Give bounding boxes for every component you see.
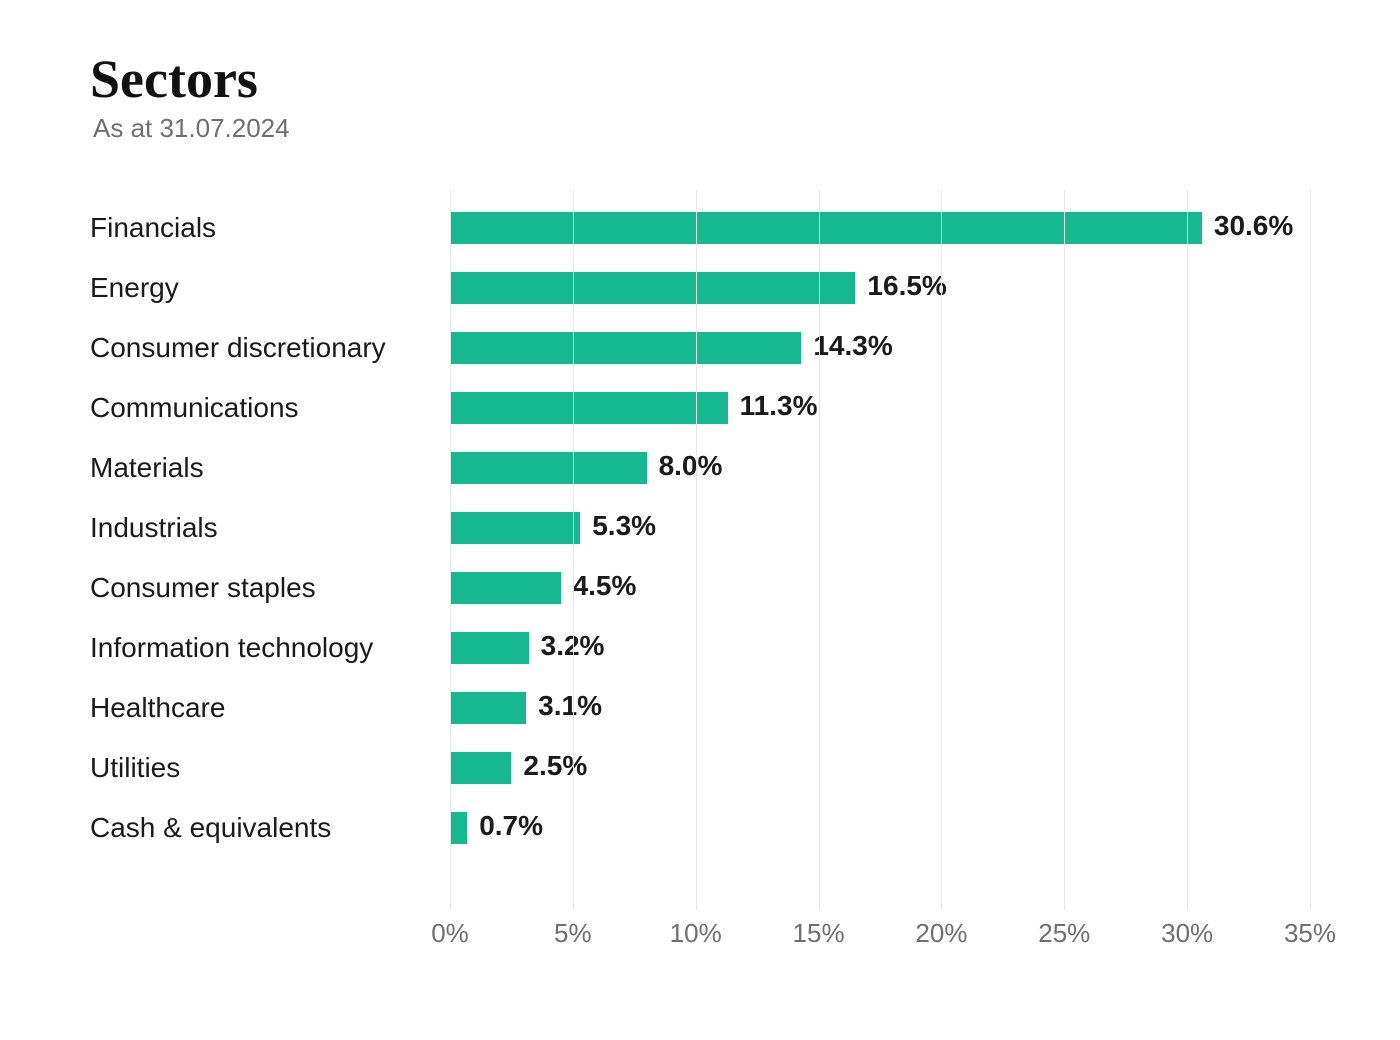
bar bbox=[450, 332, 801, 364]
bar bbox=[450, 512, 580, 544]
bar bbox=[450, 272, 855, 304]
bar-value-label: 4.5% bbox=[573, 570, 637, 602]
plot-column: 30.6% 16.5% 14.3% 11.3% 8.0%5.3% 4.5% 3.2% 3.1%… bbox=[450, 190, 1310, 968]
gridline bbox=[696, 190, 697, 910]
bar-row: 3.1% bbox=[450, 678, 1310, 738]
bar-row: 5.3% bbox=[450, 498, 1310, 558]
x-tick-label: 20% bbox=[915, 918, 967, 949]
gridline bbox=[1064, 190, 1065, 910]
category-label: Materials bbox=[90, 438, 450, 498]
sectors-bar-chart: FinancialsEnergyConsumer discretionaryCo… bbox=[90, 190, 1310, 968]
bar-value-label: 11.3% bbox=[740, 390, 818, 422]
gridline bbox=[1310, 190, 1311, 910]
bar-value-label: 8.0% bbox=[659, 450, 723, 482]
gridline bbox=[1187, 190, 1188, 910]
bar bbox=[450, 452, 647, 484]
bar-value-label: 5.3% bbox=[592, 510, 656, 542]
x-axis: 0%5%10%15%20%25%30%35% bbox=[450, 918, 1310, 968]
category-label: Energy bbox=[90, 258, 450, 318]
plot-area: 30.6% 16.5% 14.3% 11.3% 8.0%5.3% 4.5% 3.2% 3.1%… bbox=[450, 190, 1310, 910]
bar-value-label: 2.5% bbox=[523, 750, 587, 782]
bar-row: 16.5% bbox=[450, 258, 1310, 318]
category-labels-column: FinancialsEnergyConsumer discretionaryCo… bbox=[90, 190, 450, 968]
x-tick-label: 10% bbox=[670, 918, 722, 949]
category-label: Healthcare bbox=[90, 678, 450, 738]
gridline bbox=[941, 190, 942, 910]
bar-value-label: 16.5% bbox=[867, 270, 946, 302]
category-label: Consumer discretionary bbox=[90, 318, 450, 378]
x-tick-label: 15% bbox=[793, 918, 845, 949]
bar-row: 0.7% bbox=[450, 798, 1310, 858]
x-tick-label: 0% bbox=[431, 918, 469, 949]
bar bbox=[450, 812, 467, 844]
category-label: Communications bbox=[90, 378, 450, 438]
bar-row: 4.5% bbox=[450, 558, 1310, 618]
bar bbox=[450, 632, 529, 664]
bar-row: 3.2% bbox=[450, 618, 1310, 678]
bar bbox=[450, 212, 1202, 244]
chart-container: Sectors As at 31.07.2024 FinancialsEnerg… bbox=[0, 0, 1400, 968]
x-tick-label: 30% bbox=[1161, 918, 1213, 949]
chart-title: Sectors bbox=[90, 50, 1310, 109]
bars-layer: 30.6% 16.5% 14.3% 11.3% 8.0%5.3% 4.5% 3.2% 3.1%… bbox=[450, 198, 1310, 858]
category-label: Utilities bbox=[90, 738, 450, 798]
bar-row: 8.0% bbox=[450, 438, 1310, 498]
bar bbox=[450, 572, 561, 604]
bar-row: 30.6% bbox=[450, 198, 1310, 258]
category-label: Consumer staples bbox=[90, 558, 450, 618]
bar bbox=[450, 392, 728, 424]
bar-value-label: 3.1% bbox=[538, 690, 602, 722]
bar-row: 11.3% bbox=[450, 378, 1310, 438]
x-tick-label: 25% bbox=[1038, 918, 1090, 949]
chart-subtitle: As at 31.07.2024 bbox=[93, 113, 1310, 144]
category-label: Industrials bbox=[90, 498, 450, 558]
gridline bbox=[819, 190, 820, 910]
gridline bbox=[450, 190, 451, 910]
gridline bbox=[573, 190, 574, 910]
x-tick-label: 35% bbox=[1284, 918, 1336, 949]
bar-value-label: 30.6% bbox=[1214, 210, 1293, 242]
bar-row: 14.3% bbox=[450, 318, 1310, 378]
bar-value-label: 14.3% bbox=[813, 330, 892, 362]
category-label: Cash & equivalents bbox=[90, 798, 450, 858]
category-label: Financials bbox=[90, 198, 450, 258]
bar bbox=[450, 752, 511, 784]
x-tick-label: 5% bbox=[554, 918, 592, 949]
bar-value-label: 0.7% bbox=[479, 810, 543, 842]
category-label: Information technology bbox=[90, 618, 450, 678]
bar bbox=[450, 692, 526, 724]
bar-row: 2.5% bbox=[450, 738, 1310, 798]
